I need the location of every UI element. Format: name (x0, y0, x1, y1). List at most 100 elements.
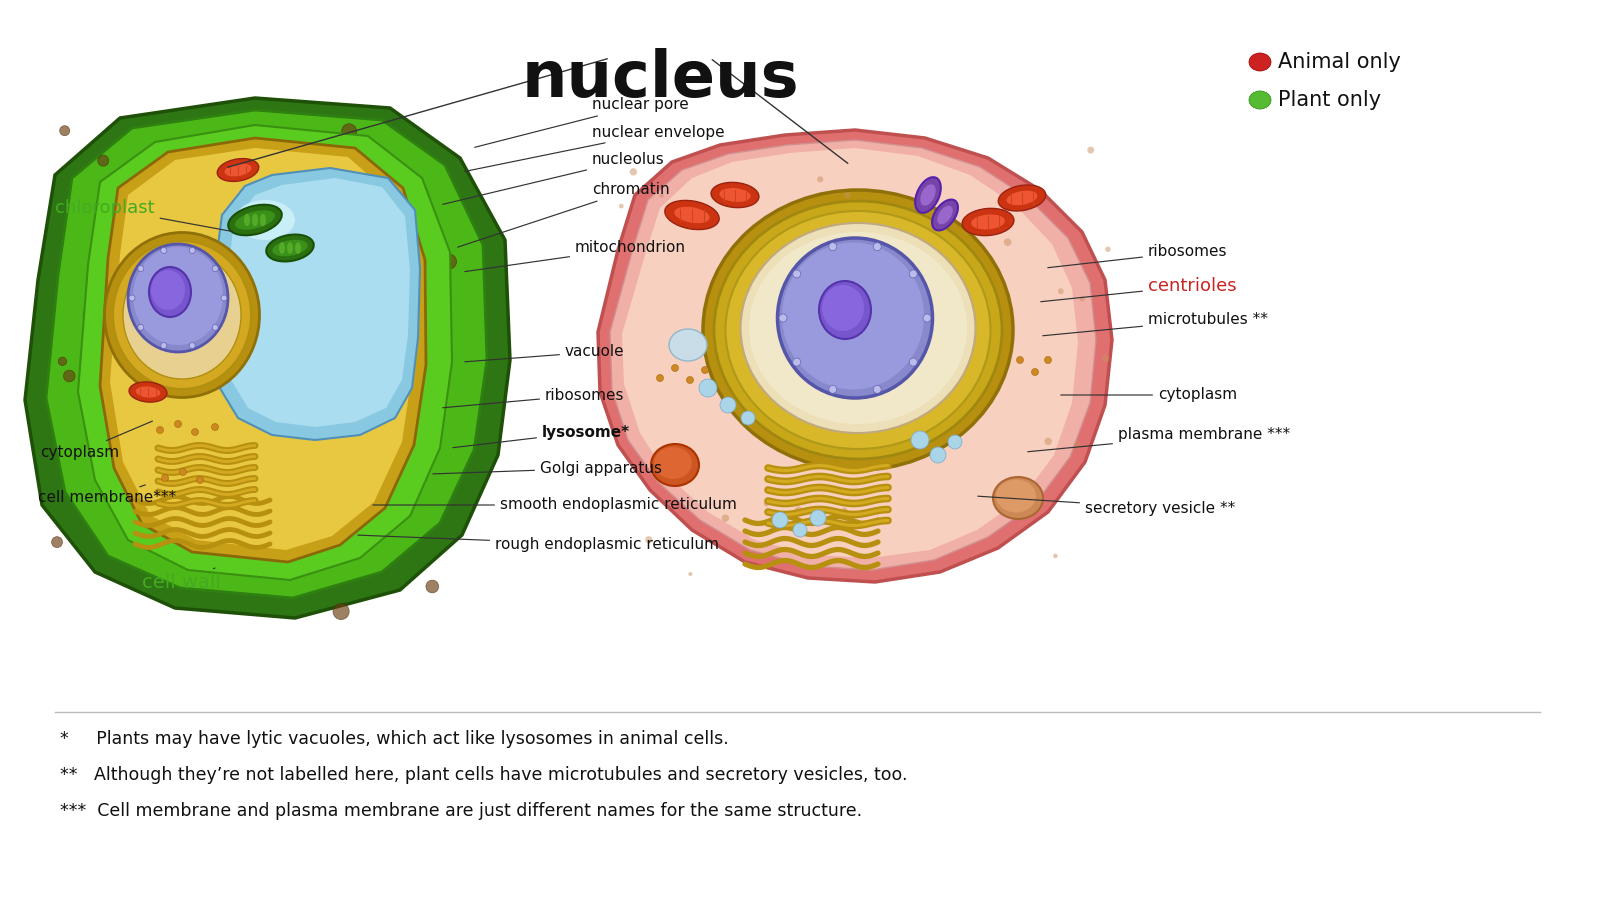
Ellipse shape (714, 201, 1002, 459)
Ellipse shape (702, 190, 1013, 470)
Text: microtubules **: microtubules ** (1043, 312, 1267, 336)
Circle shape (1102, 355, 1109, 362)
Circle shape (179, 469, 187, 475)
Ellipse shape (224, 164, 251, 176)
Circle shape (98, 155, 109, 166)
Ellipse shape (136, 386, 160, 398)
Circle shape (842, 508, 848, 514)
Polygon shape (226, 178, 410, 427)
Circle shape (763, 501, 770, 507)
Circle shape (792, 270, 800, 278)
Circle shape (1080, 296, 1085, 302)
Circle shape (645, 536, 653, 544)
Ellipse shape (749, 232, 966, 424)
Circle shape (192, 428, 198, 436)
Ellipse shape (971, 214, 1005, 230)
Text: **   Although they’re not labelled here, plant cells have microtubules and secre: ** Although they’re not labelled here, p… (61, 766, 907, 784)
Text: Golgi apparatus: Golgi apparatus (432, 461, 662, 475)
Ellipse shape (998, 185, 1046, 211)
Circle shape (910, 431, 930, 449)
Circle shape (197, 476, 203, 483)
Circle shape (138, 266, 144, 272)
Ellipse shape (253, 213, 258, 226)
Circle shape (701, 366, 709, 373)
Ellipse shape (938, 206, 952, 224)
Circle shape (160, 343, 166, 348)
Circle shape (414, 186, 427, 200)
Ellipse shape (674, 207, 710, 223)
Circle shape (818, 176, 824, 183)
Text: nuclear envelope: nuclear envelope (464, 124, 725, 171)
Polygon shape (598, 130, 1112, 582)
Circle shape (157, 427, 163, 434)
Ellipse shape (114, 241, 251, 389)
Circle shape (130, 295, 134, 301)
Ellipse shape (278, 242, 285, 254)
Circle shape (51, 536, 62, 547)
Ellipse shape (128, 244, 229, 352)
Circle shape (686, 376, 693, 383)
Text: *     Plants may have lytic vacuoles, which act like lysosomes in animal cells.: * Plants may have lytic vacuoles, which … (61, 730, 728, 748)
Circle shape (344, 487, 358, 500)
Circle shape (211, 424, 219, 430)
Ellipse shape (720, 188, 750, 202)
Circle shape (909, 358, 917, 366)
Polygon shape (610, 140, 1096, 570)
Circle shape (795, 507, 803, 514)
Circle shape (1053, 554, 1058, 558)
Ellipse shape (259, 213, 266, 226)
Circle shape (874, 243, 882, 251)
Ellipse shape (235, 211, 275, 230)
Circle shape (230, 521, 240, 530)
Ellipse shape (915, 177, 941, 212)
Ellipse shape (286, 242, 293, 254)
Ellipse shape (294, 242, 301, 254)
Text: chloroplast: chloroplast (54, 199, 232, 231)
Text: ribosomes: ribosomes (443, 388, 624, 408)
Ellipse shape (819, 281, 870, 339)
Circle shape (1045, 356, 1051, 364)
Circle shape (845, 193, 850, 198)
Polygon shape (78, 125, 453, 580)
Circle shape (619, 203, 624, 209)
Circle shape (307, 328, 317, 339)
Ellipse shape (651, 444, 699, 486)
Ellipse shape (1250, 53, 1270, 71)
Text: Plant only: Plant only (1278, 90, 1381, 110)
Circle shape (371, 239, 389, 257)
Circle shape (1045, 437, 1051, 446)
Circle shape (333, 603, 349, 619)
Circle shape (405, 454, 416, 465)
Ellipse shape (666, 201, 718, 230)
Ellipse shape (710, 183, 758, 208)
Circle shape (829, 243, 837, 251)
Polygon shape (110, 148, 413, 550)
Text: ***  Cell membrane and plasma membrane are just different names for the same str: *** Cell membrane and plasma membrane ar… (61, 802, 862, 820)
Circle shape (688, 572, 693, 576)
Text: lysosome*: lysosome* (453, 425, 630, 447)
Circle shape (160, 248, 166, 254)
Circle shape (1003, 238, 1011, 246)
Ellipse shape (266, 235, 314, 262)
Ellipse shape (235, 200, 294, 240)
Text: chromatin: chromatin (458, 183, 670, 248)
Text: cell wall: cell wall (142, 568, 221, 591)
Polygon shape (26, 98, 510, 618)
Ellipse shape (123, 251, 242, 379)
Circle shape (659, 194, 664, 198)
Text: nuclear pore: nuclear pore (475, 97, 688, 148)
Ellipse shape (1006, 191, 1037, 205)
Ellipse shape (778, 238, 933, 398)
Text: cytoplasm: cytoplasm (40, 421, 152, 460)
Circle shape (779, 314, 787, 322)
Circle shape (792, 358, 800, 366)
Text: ribosomes: ribosomes (1048, 245, 1227, 267)
Circle shape (138, 324, 144, 330)
Ellipse shape (741, 223, 976, 433)
Circle shape (923, 314, 931, 322)
Circle shape (947, 435, 962, 449)
Circle shape (699, 379, 717, 397)
Circle shape (794, 523, 806, 537)
Circle shape (722, 515, 730, 522)
Ellipse shape (822, 285, 864, 331)
